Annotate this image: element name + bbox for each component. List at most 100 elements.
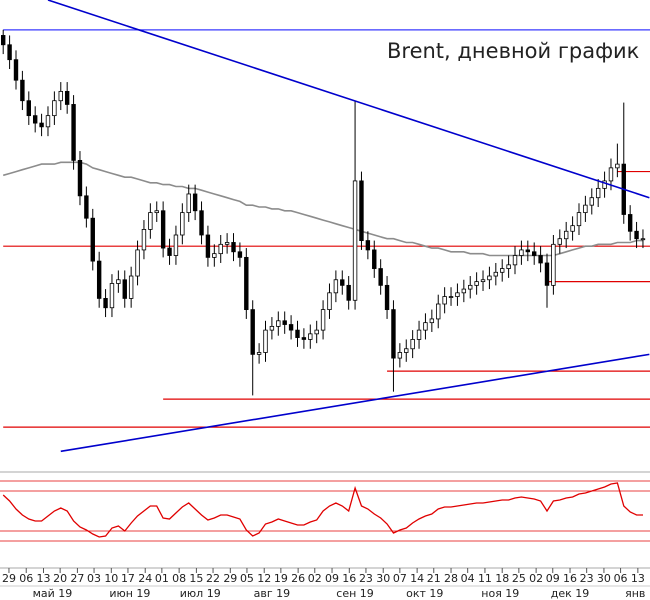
trendline <box>47 0 650 199</box>
candle-body <box>320 309 326 331</box>
x-tick-label: 28 <box>444 572 458 585</box>
candle-body <box>148 212 153 230</box>
month-label: май 19 <box>33 587 73 600</box>
candle-body <box>627 214 633 232</box>
candle-body <box>512 255 518 266</box>
candle-body <box>77 159 83 197</box>
x-tick-label: 06 <box>19 572 33 585</box>
x-tick-label: 16 <box>342 572 356 585</box>
candle-body <box>90 217 95 262</box>
candle-body <box>608 167 614 182</box>
candle-body <box>506 264 511 269</box>
month-label: янв <box>625 587 645 600</box>
candle-body <box>186 193 191 214</box>
candle-body <box>135 249 140 277</box>
x-tick-label: 25 <box>512 572 526 585</box>
candle-body <box>423 322 428 331</box>
x-tick-label: 17 <box>121 572 135 585</box>
month-label: окт 19 <box>406 587 443 600</box>
candle-body <box>416 329 422 340</box>
x-tick-label: 02 <box>529 572 543 585</box>
x-tick-label: 27 <box>70 572 84 585</box>
x-tick-label: 18 <box>495 572 509 585</box>
candle-body <box>282 320 287 325</box>
candle-body <box>570 225 575 232</box>
candle-body <box>295 329 300 338</box>
x-tick-label: 12 <box>257 572 271 585</box>
candle-body <box>634 230 639 240</box>
candle-body <box>455 292 460 297</box>
candle-body <box>557 238 562 245</box>
candle-body <box>45 115 51 128</box>
month-label: июн 19 <box>109 587 150 600</box>
candle-body <box>7 44 12 61</box>
candle-body <box>480 279 486 283</box>
x-tick-label: 07 <box>393 572 407 585</box>
x-tick-label: 24 <box>138 572 152 585</box>
candle-body <box>205 234 211 258</box>
x-tick-label: 19 <box>274 572 288 585</box>
x-tick-label: 29 <box>2 572 16 585</box>
candle-body <box>378 268 383 286</box>
candle-body <box>288 324 294 331</box>
candle-body <box>128 275 134 299</box>
candle-body <box>224 242 230 245</box>
candle-body <box>576 212 582 227</box>
candle-body <box>340 279 345 286</box>
candle-body <box>250 309 255 355</box>
candle-body <box>64 90 70 105</box>
candle-body <box>391 309 396 359</box>
candle-body <box>384 284 390 311</box>
candle-body <box>583 204 588 214</box>
candle-body <box>314 329 319 335</box>
candle-body <box>519 249 524 256</box>
candle-body <box>269 325 275 331</box>
candle-body <box>327 292 332 311</box>
x-tick-label: 11 <box>478 572 492 585</box>
candle-body <box>493 271 499 277</box>
x-tick-label: 02 <box>308 572 322 585</box>
x-tick-label: 04 <box>461 572 475 585</box>
x-tick-label: 26 <box>291 572 305 585</box>
candle-body <box>263 329 268 353</box>
candle-body <box>563 230 569 240</box>
x-tick-label: 01 <box>155 572 169 585</box>
candle-body <box>461 288 467 294</box>
x-tick-label: 30 <box>376 572 390 585</box>
x-tick-label: 16 <box>563 572 577 585</box>
month-label: дек 19 <box>551 587 590 600</box>
candle-body <box>365 240 371 251</box>
candle-body <box>487 275 492 281</box>
rsi-line <box>2 482 643 538</box>
candle-body <box>474 281 479 286</box>
chart-title: Brent, дневной график <box>387 39 639 63</box>
month-label: ноя 19 <box>481 587 519 600</box>
month-label: июл 19 <box>180 587 221 600</box>
candle-body <box>397 352 403 359</box>
candle-body <box>429 318 435 324</box>
candle-body <box>199 210 204 236</box>
x-tick-label: 14 <box>410 572 424 585</box>
candle-body <box>96 260 102 299</box>
candle-body <box>640 238 646 241</box>
month-label: авг 19 <box>254 587 291 600</box>
x-tick-label: 13 <box>37 572 51 585</box>
x-tick-label: 15 <box>189 572 203 585</box>
candle-body <box>26 100 31 117</box>
trendline <box>60 353 650 453</box>
candle-body <box>442 296 447 305</box>
candle-body <box>372 249 377 269</box>
candle-body <box>180 212 185 236</box>
candle-body <box>160 210 166 249</box>
candle-body <box>167 247 172 256</box>
candle-body <box>532 251 537 256</box>
x-tick-label: 23 <box>359 572 373 585</box>
candle-body <box>0 35 6 46</box>
x-tick-label: 10 <box>104 572 118 585</box>
candle-body <box>192 193 198 212</box>
x-tick-label: 13 <box>631 572 645 585</box>
candle-body <box>141 229 147 251</box>
month-label: сен 19 <box>336 587 374 600</box>
